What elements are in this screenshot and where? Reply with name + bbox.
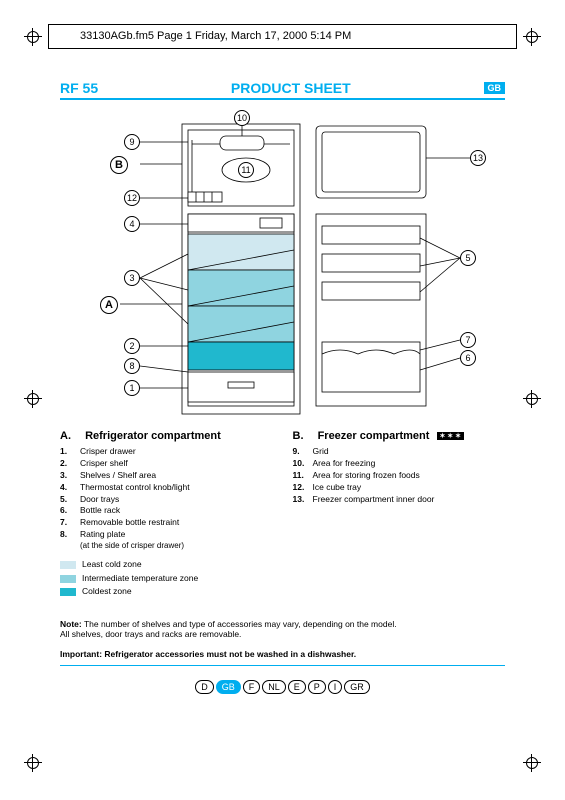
list-item: 8.Rating plate: [60, 529, 273, 541]
important-note: Important: Refrigerator accessories must…: [60, 649, 505, 659]
title-row: RF 55 PRODUCT SHEET GB: [60, 80, 505, 100]
callout-13: 13: [470, 150, 486, 166]
section-a-heading: Refrigerator compartment: [85, 430, 221, 442]
notes-block: Note: The number of shelves and type of …: [60, 611, 505, 666]
list-item: 9.Grid: [293, 446, 506, 458]
list-item: 2.Crisper shelf: [60, 458, 273, 470]
note-line2: All shelves, door trays and racks are re…: [60, 629, 505, 639]
callout-a: A: [100, 296, 118, 314]
legend-row: Intermediate temperature zone: [60, 572, 273, 586]
header-file-text: 33130AGb.fm5 Page 1 Friday, March 17, 20…: [80, 30, 351, 42]
callout-5: 5: [460, 250, 476, 266]
list-item: 12.Ice cube tray: [293, 482, 506, 494]
list-item: 6.Bottle rack: [60, 505, 273, 517]
freezer-star-badge: ✶ ✶ ✶: [437, 432, 465, 440]
callout-3: 3: [124, 270, 140, 286]
lang-pill-i: I: [328, 680, 343, 694]
callout-11: 11: [238, 162, 254, 178]
legend-row: Coldest zone: [60, 585, 273, 599]
lang-pill-p: P: [308, 680, 326, 694]
section-a-subnote: (at the side of crisper drawer): [60, 541, 273, 550]
section-b: B. Freezer compartment ✶ ✶ ✶ 9.Grid10.Ar…: [293, 430, 506, 599]
section-b-heading: Freezer compartment: [318, 430, 430, 442]
temperature-legend: Least cold zoneIntermediate temperature …: [60, 558, 273, 599]
list-item: 5.Door trays: [60, 494, 273, 506]
callout-9: 9: [124, 134, 140, 150]
section-b-letter: B.: [293, 430, 315, 442]
callout-10: 10: [234, 110, 250, 126]
divider-line: [60, 665, 505, 666]
appliance-diagram: B A 9 10 11 12 4 3 2 8 1 13 5 7 6: [60, 114, 505, 424]
list-item: 3.Shelves / Shelf area: [60, 470, 273, 482]
lang-pill-f: F: [243, 680, 261, 694]
legend-row: Least cold zone: [60, 558, 273, 572]
language-selector: DGBFNLEPIGR: [60, 680, 505, 694]
list-item: 10.Area for freezing: [293, 458, 506, 470]
callout-6: 6: [460, 350, 476, 366]
section-a-letter: A.: [60, 430, 82, 442]
section-b-list: 9.Grid10.Area for freezing11.Area for st…: [293, 446, 506, 505]
list-item: 13.Freezer compartment inner door: [293, 494, 506, 506]
lang-pill-e: E: [288, 680, 306, 694]
list-item: 1.Crisper drawer: [60, 446, 273, 458]
note-text: The number of shelves and type of access…: [82, 619, 397, 629]
callout-12: 12: [124, 190, 140, 206]
list-item: 11.Area for storing frozen foods: [293, 470, 506, 482]
callout-8: 8: [124, 358, 140, 374]
lang-pill-nl: NL: [262, 680, 286, 694]
callout-7: 7: [460, 332, 476, 348]
lang-pill-gb: GB: [216, 680, 241, 694]
lang-pill-d: D: [195, 680, 214, 694]
list-item: 7.Removable bottle restraint: [60, 517, 273, 529]
section-a: A. Refrigerator compartment 1.Crisper dr…: [60, 430, 273, 599]
callout-2: 2: [124, 338, 140, 354]
list-item: 4.Thermostat control knob/light: [60, 482, 273, 494]
lang-pill-gr: GR: [344, 680, 370, 694]
model-number: RF 55: [60, 80, 98, 96]
page-title: PRODUCT SHEET: [98, 80, 483, 96]
section-a-list: 1.Crisper drawer2.Crisper shelf3.Shelves…: [60, 446, 273, 541]
language-badge: GB: [484, 82, 506, 94]
callout-1: 1: [124, 380, 140, 396]
callout-b: B: [110, 156, 128, 174]
note-label: Note:: [60, 619, 82, 629]
callout-4: 4: [124, 216, 140, 232]
